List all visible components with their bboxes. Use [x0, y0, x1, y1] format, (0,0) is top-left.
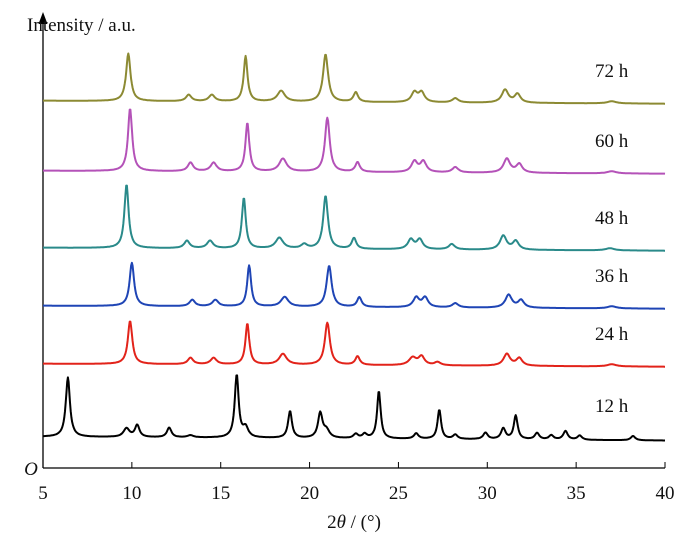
origin-label: O: [24, 459, 38, 480]
x-tick-label-35: 35: [567, 483, 586, 504]
series-line-24h: [42, 320, 666, 368]
y-axis-title: Intensity / a.u.: [27, 15, 136, 36]
series-labels: 12 h 24 h 36 h 48 h 60 h 72 h: [595, 61, 629, 417]
series-line-36h: [42, 261, 666, 310]
x-tick-label-20: 20: [300, 483, 319, 504]
x-axis-title: 2θ / (°): [327, 512, 381, 533]
series-line-72h: [42, 52, 666, 105]
series-label-72h: 72 h: [595, 61, 629, 82]
axes: [38, 12, 665, 469]
series-line-60h: [42, 108, 666, 175]
x-axis-title-theta: θ: [337, 512, 346, 533]
x-tick-label-30: 30: [478, 483, 497, 504]
x-ticks: 5 10 15 20 25 30 35 40: [38, 462, 675, 504]
x-axis-title-suffix: / (°): [346, 512, 381, 533]
series-line-48h: [42, 184, 666, 252]
y-axis-arrow-icon: [38, 12, 48, 24]
series-traces: [42, 52, 666, 442]
series-label-12h: 12 h: [595, 396, 629, 417]
x-tick-label-15: 15: [211, 483, 230, 504]
series-label-24h: 24 h: [595, 324, 629, 345]
series-label-60h: 60 h: [595, 131, 629, 152]
x-tick-label-25: 25: [389, 483, 408, 504]
x-tick-label-5: 5: [38, 483, 48, 504]
x-tick-label-40: 40: [656, 483, 675, 504]
series-label-48h: 48 h: [595, 208, 629, 229]
series-label-36h: 36 h: [595, 266, 629, 287]
series-line-12h: [42, 374, 666, 442]
x-axis-title-prefix: 2: [327, 512, 337, 533]
x-tick-label-10: 10: [122, 483, 141, 504]
